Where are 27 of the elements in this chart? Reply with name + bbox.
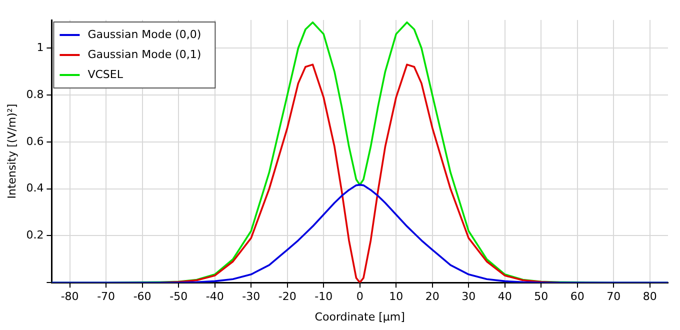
x-tick-label: 80	[642, 290, 657, 304]
y-tick-label: 0.8	[26, 88, 44, 101]
x-tick-label: 30	[462, 290, 476, 304]
y-tick-label: 0.2	[26, 228, 44, 242]
x-tick-label: 60	[570, 290, 584, 304]
x-tick-label: -30	[242, 290, 260, 304]
x-tick-label: -80	[60, 290, 79, 304]
x-tick-label: 10	[389, 290, 404, 304]
x-tick-label: 50	[534, 290, 548, 304]
y-tick-label: 0.6	[26, 134, 44, 148]
x-tick-label: 20	[425, 290, 440, 304]
y-axis-title: Intensity [(V/m)²]	[5, 104, 18, 199]
x-tick-label: -40	[206, 290, 224, 304]
legend-label: VCSEL	[88, 68, 124, 81]
x-tick-label: -60	[133, 290, 152, 304]
legend-label: Gaussian Mode (0,1)	[88, 48, 202, 61]
x-axis-title: Coordinate [µm]	[314, 310, 405, 324]
legend-label: Gaussian Mode (0,0)	[88, 28, 202, 41]
x-tick-label: -10	[314, 290, 333, 304]
x-tick-label: -50	[170, 290, 188, 304]
y-tick-label: 1	[36, 40, 44, 54]
x-tick-label: -70	[97, 290, 116, 304]
y-tick-label: 0.4	[26, 182, 44, 195]
x-tick-label: -20	[278, 290, 296, 304]
x-tick-label: 0	[356, 290, 364, 304]
x-tick-label: 40	[498, 290, 512, 304]
x-tick-label: 70	[606, 290, 621, 304]
